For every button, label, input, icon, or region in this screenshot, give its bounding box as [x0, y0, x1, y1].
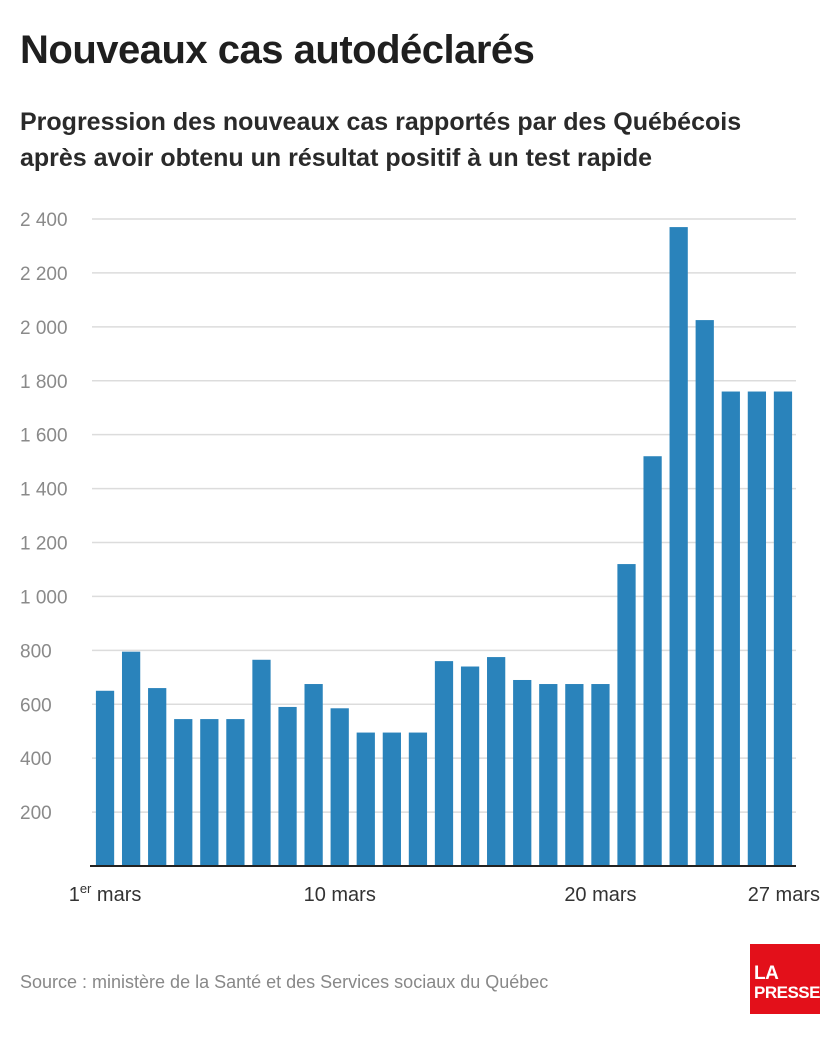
y-tick-label: 2 200	[20, 264, 68, 285]
bar	[617, 564, 636, 866]
bar	[356, 732, 375, 866]
bar	[330, 708, 349, 866]
x-tick-label: 27 mars	[748, 884, 820, 906]
bar	[200, 719, 219, 866]
la-presse-logo: LA PRESSE	[750, 944, 820, 1014]
bar	[460, 666, 480, 866]
y-tick-label: 1 800	[20, 372, 68, 393]
y-tick-label: 600	[20, 695, 52, 716]
bars	[95, 227, 793, 867]
bar	[747, 391, 767, 866]
bar	[565, 684, 584, 866]
x-tick-label: 1er mars	[69, 881, 142, 906]
bar	[382, 732, 401, 866]
bar	[304, 684, 323, 866]
bar	[487, 657, 506, 866]
y-tick-label: 2 000	[20, 318, 68, 339]
bar	[721, 391, 740, 866]
bar	[95, 690, 115, 866]
bar	[669, 227, 688, 867]
chart-title: Nouveaux cas autodéclarés	[20, 28, 535, 72]
y-tick-label: 2 400	[20, 210, 68, 231]
bar	[591, 684, 610, 866]
y-tick-label: 1 000	[20, 587, 68, 608]
y-tick-label: 1 200	[20, 534, 68, 555]
bar	[148, 688, 167, 866]
x-tick-label: 10 mars	[304, 884, 376, 906]
bar	[121, 651, 141, 866]
source-note: Source : ministère de la Santé et des Se…	[20, 972, 549, 992]
bar	[695, 320, 714, 867]
bar-chart: 200 400 600 800 1 000 1 200 1 400 1 600 1 800 2 0…	[20, 210, 820, 906]
chart-subtitle: Progression des nouveaux cas rapportés p…	[20, 108, 742, 172]
bar	[773, 391, 793, 866]
bar	[408, 732, 428, 866]
bar	[174, 719, 193, 866]
logo-line-2: PRESSE	[754, 983, 820, 1002]
y-tick-label: 200	[20, 803, 52, 824]
bar	[226, 719, 245, 866]
bar	[278, 706, 297, 866]
bar	[513, 679, 532, 866]
x-axis-tick-labels: 1er mars 10 mars 20 mars 27 mars	[69, 881, 820, 906]
bar	[434, 661, 454, 866]
y-axis-tick-labels: 200 400 600 800 1 000 1 200 1 400 1 600 1 800 2 0…	[20, 210, 68, 824]
bar	[643, 456, 662, 866]
bar	[252, 659, 271, 866]
bar	[539, 684, 558, 866]
y-tick-label: 1 400	[20, 480, 68, 501]
y-tick-label: 1 600	[20, 426, 68, 447]
logo-line-1: LA	[754, 963, 779, 984]
x-tick-label: 20 mars	[564, 884, 636, 906]
y-tick-label: 800	[20, 641, 52, 662]
y-tick-label: 400	[20, 749, 52, 770]
